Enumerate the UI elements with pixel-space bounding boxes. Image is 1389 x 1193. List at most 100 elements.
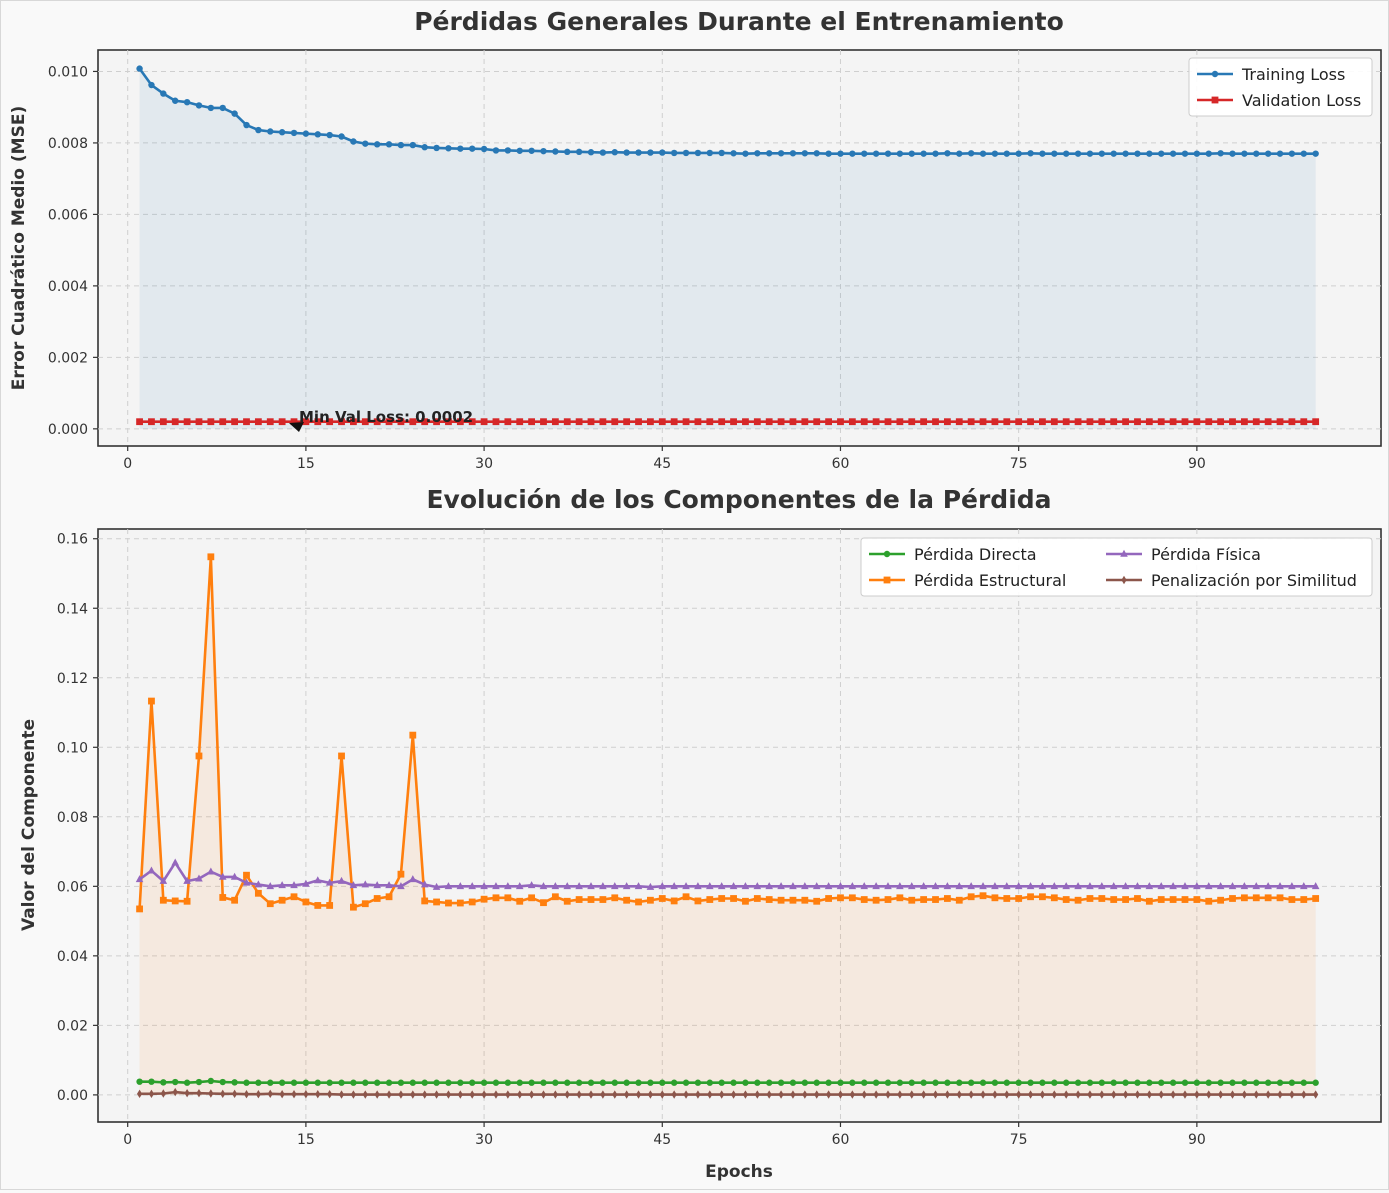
data-point xyxy=(670,418,678,426)
data-point xyxy=(765,1079,773,1086)
data-point xyxy=(195,874,203,882)
data-point xyxy=(1062,418,1070,426)
data-point xyxy=(492,894,500,902)
data-point xyxy=(361,900,369,908)
data-point xyxy=(290,881,298,889)
data-point xyxy=(955,882,964,890)
data-point xyxy=(1074,418,1082,426)
data-point xyxy=(1133,882,1142,890)
data-point xyxy=(588,1090,594,1099)
data-point xyxy=(1111,1090,1117,1099)
data-point xyxy=(290,418,298,426)
data-point xyxy=(172,97,179,104)
y-tick-label: 0.10 xyxy=(57,740,88,756)
data-point xyxy=(872,418,880,426)
data-point xyxy=(742,897,749,905)
data-point xyxy=(671,1090,677,1099)
data-point xyxy=(789,882,797,890)
data-point xyxy=(1063,1090,1069,1099)
data-point xyxy=(777,418,785,426)
data-point xyxy=(480,882,488,890)
data-point xyxy=(563,897,571,905)
data-point xyxy=(516,1079,523,1086)
data-point xyxy=(777,882,785,890)
series-line xyxy=(139,1090,1316,1096)
data-point xyxy=(1145,882,1154,890)
data-point xyxy=(539,882,548,890)
fill-areas xyxy=(139,68,1316,429)
data-point xyxy=(160,1089,166,1098)
data-point xyxy=(1051,150,1058,157)
y-tick-label: 0.02 xyxy=(57,1018,88,1034)
data-point xyxy=(409,418,417,426)
data-point xyxy=(469,145,476,152)
data-point xyxy=(670,897,678,905)
data-point xyxy=(610,882,619,890)
data-point xyxy=(1086,150,1094,157)
data-point xyxy=(183,1079,191,1086)
data-point xyxy=(563,882,572,890)
data-point xyxy=(658,882,667,890)
data-point xyxy=(979,150,987,157)
data-point xyxy=(445,1079,452,1086)
data-point xyxy=(1301,1090,1307,1099)
data-point xyxy=(1145,418,1153,426)
data-point xyxy=(1205,150,1212,157)
data-point xyxy=(635,1079,642,1086)
data-point xyxy=(1312,418,1320,426)
data-point xyxy=(730,895,737,902)
data-point xyxy=(195,418,203,426)
data-point xyxy=(837,150,844,157)
data-point xyxy=(849,1090,855,1099)
data-point xyxy=(1288,882,1296,890)
data-point xyxy=(432,882,441,890)
data-point xyxy=(528,894,536,902)
data-point xyxy=(457,145,464,152)
x-tick-label: 60 xyxy=(832,1132,850,1148)
data-point xyxy=(943,418,951,426)
data-point xyxy=(136,1078,143,1085)
data-point xyxy=(789,418,797,426)
data-point xyxy=(991,882,999,890)
data-point xyxy=(778,1090,784,1099)
data-point xyxy=(861,150,868,157)
data-point xyxy=(682,882,690,890)
data-point xyxy=(920,150,927,157)
data-point xyxy=(1003,150,1010,157)
data-point xyxy=(314,1079,321,1086)
data-point xyxy=(255,126,262,134)
data-point xyxy=(967,1079,975,1086)
annotation: Min Val Loss: 0.0002 xyxy=(289,408,473,432)
data-point xyxy=(943,882,952,890)
data-point xyxy=(373,141,381,148)
y-tick-label: 0.04 xyxy=(57,949,88,965)
data-point xyxy=(1051,1090,1057,1099)
data-point xyxy=(587,149,595,156)
data-point xyxy=(1134,418,1141,426)
data-point xyxy=(897,1090,903,1099)
data-point xyxy=(825,150,832,157)
legend-marker xyxy=(1120,549,1128,557)
data-point xyxy=(1122,896,1129,903)
data-point xyxy=(160,1079,167,1086)
data-point xyxy=(1075,1090,1081,1099)
data-point xyxy=(718,418,726,426)
data-point xyxy=(623,149,630,156)
y-axis-label: Valor del Componente xyxy=(19,719,39,931)
data-point xyxy=(1062,1079,1070,1086)
data-point xyxy=(813,1079,820,1086)
data-point xyxy=(1217,1079,1224,1086)
data-point xyxy=(397,418,405,426)
data-point xyxy=(302,130,310,137)
data-point xyxy=(528,1079,535,1086)
data-point xyxy=(433,898,440,906)
data-point xyxy=(825,418,832,426)
data-point xyxy=(1217,150,1224,157)
data-point xyxy=(1169,1079,1177,1086)
legend-box xyxy=(1188,57,1373,117)
data-point xyxy=(1098,882,1106,890)
data-point xyxy=(148,1089,155,1099)
data-point xyxy=(1181,882,1189,890)
data-point xyxy=(457,1079,464,1086)
data-point xyxy=(1193,418,1201,426)
